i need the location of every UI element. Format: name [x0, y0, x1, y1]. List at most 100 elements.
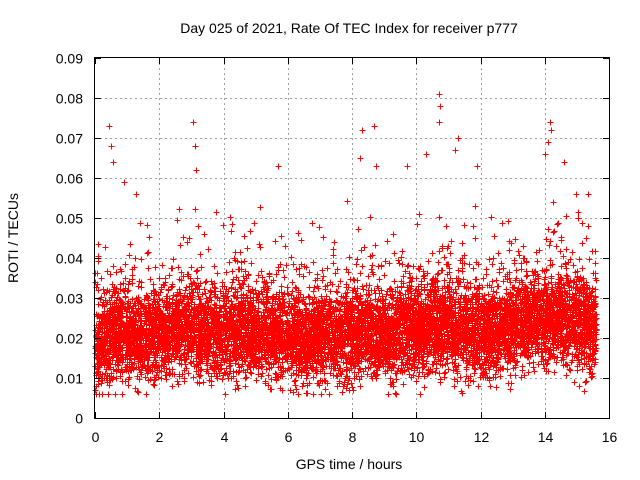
data-point — [299, 383, 306, 390]
data-point — [229, 221, 236, 228]
data-point — [331, 239, 338, 246]
data-point — [443, 356, 450, 363]
data-point — [202, 279, 209, 286]
data-point — [436, 248, 443, 255]
data-point — [546, 242, 553, 249]
data-point — [98, 275, 105, 282]
data-point — [500, 278, 507, 285]
data-point — [220, 222, 227, 229]
data-point — [187, 359, 194, 366]
data-point — [194, 267, 201, 274]
data-point — [579, 366, 586, 373]
data-point — [466, 261, 473, 268]
data-point — [237, 284, 244, 291]
data-point — [487, 383, 494, 390]
data-point — [557, 248, 564, 255]
data-point — [512, 236, 519, 243]
data-point — [576, 256, 583, 263]
data-point — [318, 391, 325, 398]
data-point — [582, 379, 589, 386]
data-point — [310, 391, 317, 398]
data-point — [138, 256, 145, 263]
data-point — [425, 258, 432, 265]
data-point — [393, 376, 400, 383]
data-point — [278, 283, 285, 290]
data-point — [567, 367, 574, 374]
data-point — [258, 268, 265, 275]
data-point — [137, 220, 144, 227]
data-point — [441, 254, 448, 261]
data-point — [159, 262, 166, 269]
data-point — [400, 381, 407, 388]
data-point — [513, 267, 520, 274]
data-point — [247, 228, 254, 235]
data-point — [265, 372, 272, 379]
data-point — [357, 383, 364, 390]
data-point — [326, 391, 333, 398]
data-point — [402, 268, 409, 275]
data-point — [147, 276, 154, 283]
data-point — [107, 271, 114, 278]
data-point — [248, 370, 255, 377]
data-point — [555, 220, 562, 227]
data-point — [152, 264, 159, 271]
data-point — [579, 240, 586, 247]
data-point — [293, 266, 300, 273]
data-point — [177, 242, 184, 249]
data-point — [396, 289, 403, 296]
data-point — [472, 203, 479, 210]
data-point — [242, 383, 249, 390]
data-point — [295, 230, 302, 237]
data-point — [417, 391, 424, 398]
data-point — [387, 375, 394, 382]
data-point — [391, 278, 398, 285]
data-point — [493, 384, 500, 391]
data-point — [190, 374, 197, 381]
data-point — [543, 236, 550, 243]
data-point — [138, 284, 145, 291]
data-point — [257, 204, 264, 211]
data-point — [285, 291, 292, 298]
data-point — [238, 285, 245, 292]
data-point — [442, 369, 449, 376]
data-point — [489, 278, 496, 285]
data-point — [589, 248, 596, 255]
data-point — [199, 291, 206, 298]
data-point — [232, 386, 239, 393]
data-point — [534, 258, 541, 265]
data-point — [175, 264, 182, 271]
data-point — [306, 269, 313, 276]
data-point — [414, 221, 421, 228]
data-point — [472, 366, 479, 373]
data-point — [399, 248, 406, 255]
data-point — [505, 380, 512, 387]
data-point — [486, 256, 493, 263]
data-point — [500, 265, 507, 272]
data-point — [530, 364, 537, 371]
data-point — [318, 293, 325, 300]
data-point — [233, 378, 240, 385]
data-point — [505, 218, 512, 225]
data-point — [576, 383, 583, 390]
data-point — [585, 223, 592, 230]
data-point — [470, 265, 477, 272]
data-point — [242, 375, 249, 382]
data-point — [398, 254, 405, 261]
data-point — [170, 256, 177, 263]
data-point — [346, 254, 353, 261]
data-point — [524, 272, 531, 279]
data-point — [156, 275, 163, 282]
data-point — [586, 256, 593, 263]
data-point — [205, 246, 212, 253]
data-point — [563, 372, 570, 379]
data-point — [289, 279, 296, 286]
data-point — [292, 284, 299, 291]
data-point — [579, 265, 586, 272]
data-point — [457, 374, 464, 381]
data-point — [190, 358, 197, 365]
data-point — [284, 284, 291, 291]
data-point — [259, 370, 266, 377]
data-point — [570, 262, 577, 269]
chart-title: Day 025 of 2021, Rate Of TEC Index for r… — [180, 20, 518, 36]
data-point — [229, 279, 236, 286]
